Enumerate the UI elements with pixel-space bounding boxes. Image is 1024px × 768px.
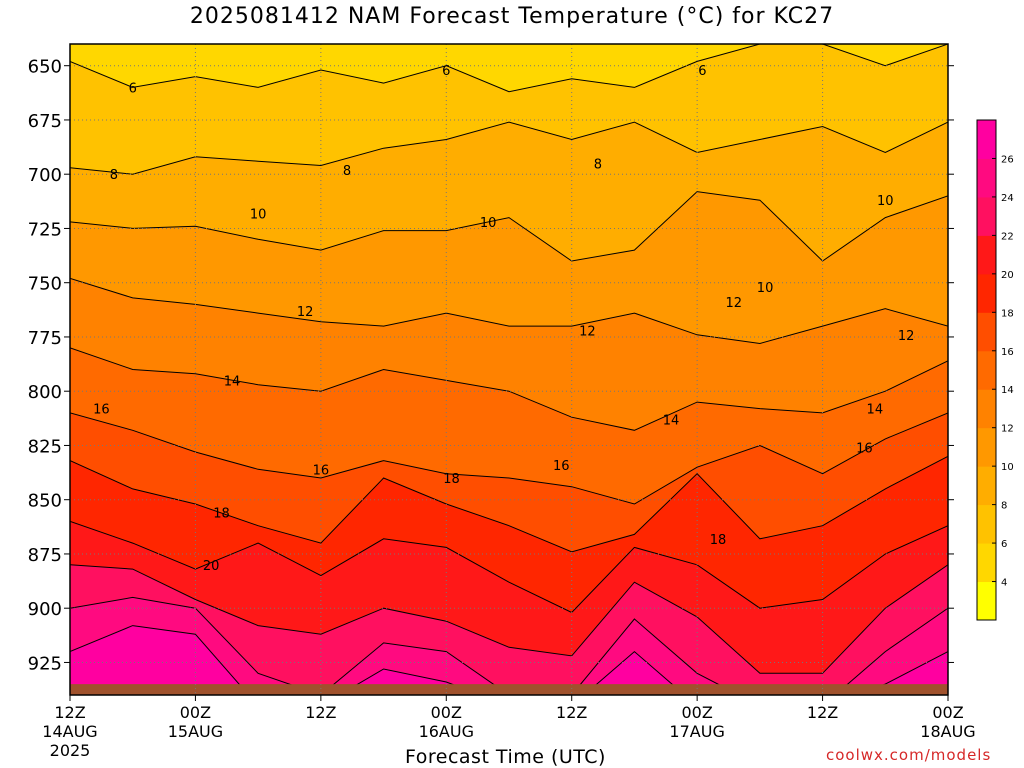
contour-label: 14	[663, 413, 680, 428]
x-tick-label: 00Z	[681, 703, 712, 722]
colorbar-label: 16	[1001, 347, 1014, 358]
x-tick-label: 2025	[50, 741, 91, 760]
source-credit: coolwx.com/models	[826, 746, 992, 764]
x-tick-label: 12Z	[556, 703, 587, 722]
y-tick-label: 900	[28, 599, 62, 620]
contour-label: 18	[710, 533, 727, 548]
y-tick-label: 825	[28, 436, 62, 457]
contour-label: 18	[443, 472, 460, 487]
colorbar-swatch	[977, 581, 996, 621]
contour-label: 18	[213, 507, 230, 522]
isotherm-22	[70, 564, 948, 674]
contour-label: 16	[313, 463, 330, 478]
isotherm-26	[70, 625, 948, 695]
y-tick-label: 750	[28, 274, 62, 295]
contour-label: 12	[898, 329, 915, 344]
isotherm-6	[70, 44, 948, 93]
y-tick-label: 650	[28, 57, 62, 78]
isotherm-10	[70, 191, 948, 262]
colorbar-frame	[976, 119, 997, 621]
contour-label: 10	[877, 194, 894, 209]
contour-label: 6	[442, 64, 450, 79]
colorbar-swatch	[977, 273, 996, 313]
colorbar-label: 26	[1001, 154, 1014, 165]
colorbar-label: 4	[1001, 578, 1007, 589]
colorbar-label: 20	[1001, 270, 1014, 281]
y-tick-label: 800	[28, 382, 62, 403]
y-tick-label: 925	[28, 653, 62, 674]
y-tick-label: 875	[28, 545, 62, 566]
contour-label: 16	[553, 459, 570, 474]
x-tick-label: 12Z	[54, 703, 85, 722]
colorbar-swatch	[977, 427, 996, 467]
contour-label: 6	[698, 64, 706, 79]
isotherm-12	[70, 277, 948, 345]
isotherm-24	[70, 596, 948, 695]
colorbar-swatch	[977, 196, 996, 236]
y-tick-label: 700	[28, 165, 62, 186]
x-tick-label: 00Z	[431, 703, 462, 722]
y-tick-label: 725	[28, 219, 62, 240]
temperature-band-22	[70, 564, 948, 695]
y-tick-label: 775	[28, 328, 62, 349]
contour-label: 16	[93, 403, 110, 418]
isotherm-16	[70, 412, 948, 505]
ground-surface	[70, 684, 948, 695]
x-tick-label: 00Z	[932, 703, 963, 722]
colorbar-swatch	[977, 350, 996, 390]
contour-label: 6	[129, 81, 137, 96]
contour-label: 12	[579, 324, 596, 339]
colorbar-swatch	[977, 543, 996, 583]
plot-frame	[69, 43, 949, 696]
colorbar-swatch	[977, 158, 996, 198]
x-tick-label: 16AUG	[419, 722, 474, 741]
y-tick-label: 675	[28, 111, 62, 132]
colorbar-label: 24	[1001, 193, 1014, 204]
colorbar-label: 8	[1001, 501, 1007, 512]
x-tick-label: 14AUG	[42, 722, 97, 741]
colorbar-swatch	[977, 235, 996, 275]
x-axis-label: Forecast Time (UTC)	[405, 746, 606, 768]
x-tick-label: 12Z	[305, 703, 336, 722]
colorbar-swatch	[977, 466, 996, 506]
contour-label: 10	[250, 207, 267, 222]
isotherm-18	[70, 455, 948, 553]
isotherm-14	[70, 347, 948, 431]
x-tick-label: 17AUG	[669, 722, 724, 741]
isotherm-8	[70, 121, 948, 175]
contour-label: 16	[856, 442, 873, 457]
isotherm-20	[70, 520, 948, 614]
colorbar-swatch	[977, 504, 996, 544]
contour-label: 20	[203, 559, 220, 574]
colorbar-label: 14	[1001, 385, 1014, 396]
contour-label: 12	[725, 296, 742, 311]
chart-title: 2025081412 NAM Forecast Temperature (°C)…	[189, 4, 835, 29]
y-tick-label: 850	[28, 491, 62, 512]
colorbar-swatch	[977, 312, 996, 352]
x-tick-label: 15AUG	[168, 722, 223, 741]
colorbar-label: 12	[1001, 424, 1014, 435]
x-tick-label: 12Z	[807, 703, 838, 722]
colorbar-label: 10	[1001, 462, 1014, 473]
plot-area: 6 6 6 8 8 8 10 10 10 10 12 12 12 12 14 14 14 16 16 16 16 18 18…	[70, 44, 948, 695]
x-tick-label: 00Z	[180, 703, 211, 722]
colorbar-label: 6	[1001, 539, 1007, 550]
colorbar-label: 18	[1001, 308, 1014, 319]
contour-label: 8	[110, 168, 118, 183]
contour-label: 8	[343, 164, 351, 179]
colorbar-swatch	[977, 389, 996, 429]
contour-label: 12	[297, 305, 314, 320]
contour-label: 8	[594, 157, 602, 172]
contour-label: 10	[757, 281, 774, 296]
colorbar-label: 22	[1001, 231, 1014, 242]
x-tick-label: 18AUG	[920, 722, 975, 741]
contour-label: 10	[480, 216, 497, 231]
colorbar-swatch	[977, 120, 996, 159]
contour-label: 14	[224, 374, 241, 389]
contour-label: 14	[867, 403, 884, 418]
